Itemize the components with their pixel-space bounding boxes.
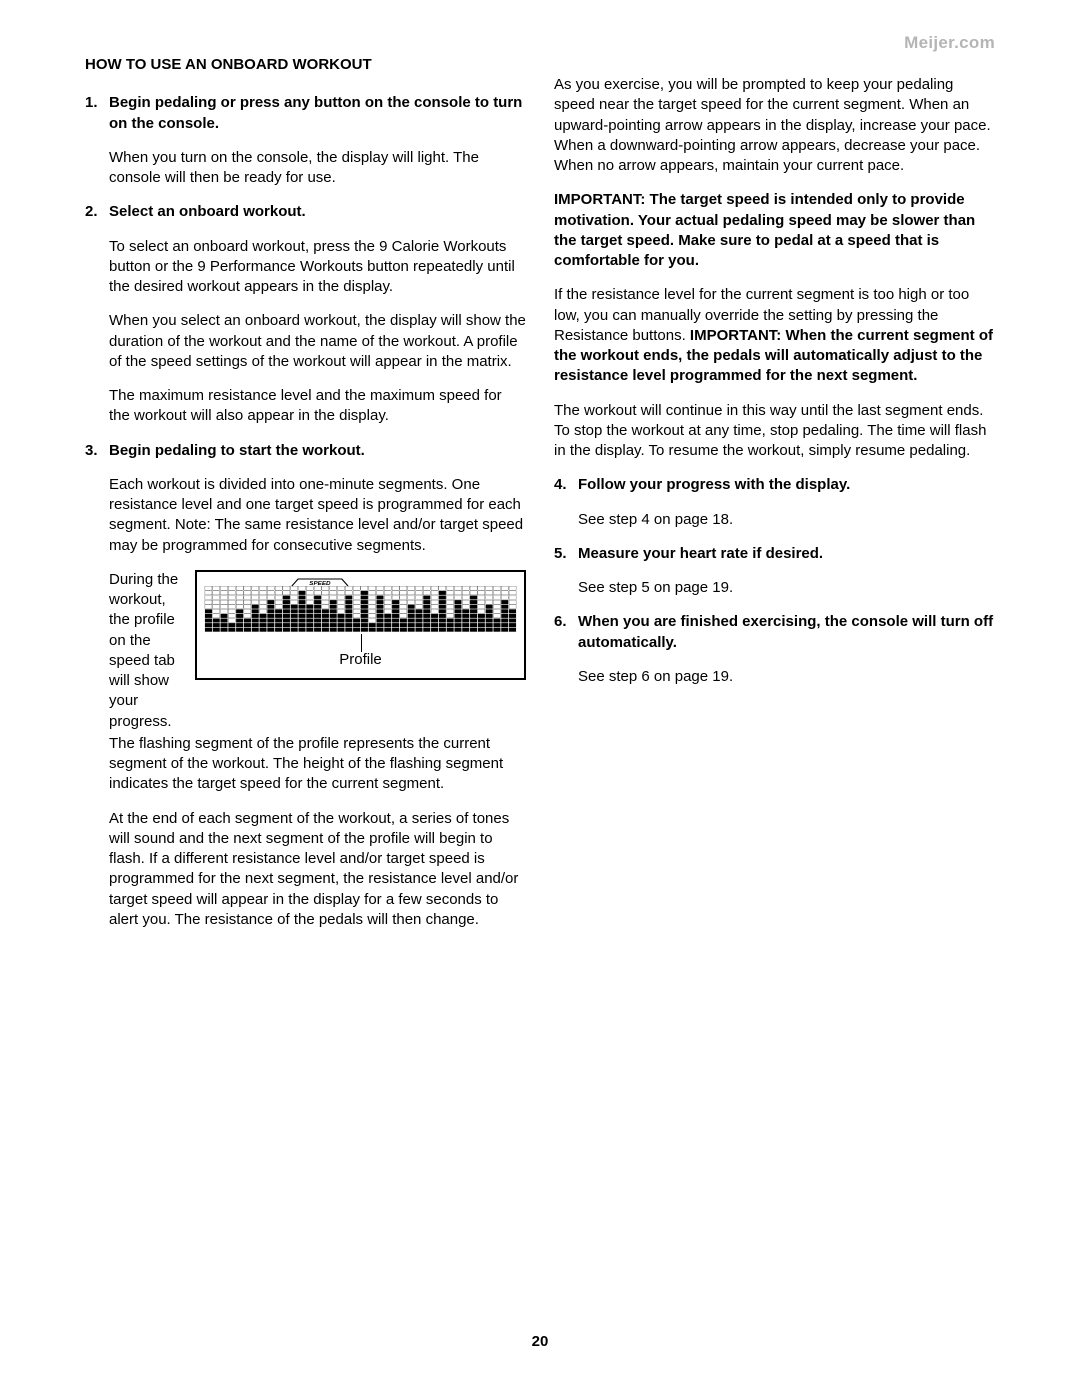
step-6: 6. When you are finished exercising, the… xyxy=(554,612,995,687)
section-heading: HOW TO USE AN ONBOARD WORKOUT xyxy=(85,55,526,75)
body-text: The maximum resistance level and the max… xyxy=(109,386,526,427)
step-number: 6. xyxy=(554,612,578,687)
step-title: When you are finished exercising, the co… xyxy=(578,612,995,653)
body-text: The flashing segment of the profile repr… xyxy=(109,734,526,795)
profile-caption: Profile xyxy=(197,650,524,670)
steps-list-right: 4. Follow your progress with the display… xyxy=(554,475,995,687)
right-column: As you exercise, you will be prompted to… xyxy=(554,55,995,944)
page-number: 20 xyxy=(0,1332,1080,1352)
body-text: When you turn on the console, the displa… xyxy=(109,148,526,189)
step-title: Begin pedaling or press any button on th… xyxy=(109,93,526,134)
left-column: HOW TO USE AN ONBOARD WORKOUT 1. Begin p… xyxy=(85,55,526,944)
profile-figure-row: During the workout, the profile on the s… xyxy=(109,570,526,732)
step-number: 1. xyxy=(85,93,109,188)
two-column-layout: HOW TO USE AN ONBOARD WORKOUT 1. Begin p… xyxy=(85,55,995,944)
step-number: 4. xyxy=(554,475,578,530)
profile-side-text: During the workout, the profile on the s… xyxy=(109,570,181,732)
step-number: 3. xyxy=(85,441,109,931)
body-text: At the end of each segment of the workou… xyxy=(109,809,526,931)
body-text: If the resistance level for the current … xyxy=(554,285,995,386)
steps-list-left: 1. Begin pedaling or press any button on… xyxy=(85,93,526,930)
step-2: 2. Select an onboard workout. To select … xyxy=(85,202,526,426)
step-4: 4. Follow your progress with the display… xyxy=(554,475,995,530)
step-3: 3. Begin pedaling to start the workout. … xyxy=(85,441,526,931)
body-text: See step 5 on page 19. xyxy=(578,578,995,598)
step-1: 1. Begin pedaling or press any button on… xyxy=(85,93,526,188)
body-text: As you exercise, you will be prompted to… xyxy=(554,75,995,176)
step-title: Begin pedaling to start the workout. xyxy=(109,441,526,461)
important-note: IMPORTANT: The target speed is intended … xyxy=(554,190,995,271)
step-5: 5. Measure your heart rate if desired. S… xyxy=(554,544,995,599)
step-number: 2. xyxy=(85,202,109,426)
body-text: To select an onboard workout, press the … xyxy=(109,237,526,298)
step-title: Follow your progress with the display. xyxy=(578,475,995,495)
brand-watermark: Meijer.com xyxy=(904,32,995,55)
profile-matrix-chart: SPEED Profile xyxy=(195,570,526,680)
step-title: Select an onboard workout. xyxy=(109,202,526,222)
step-title: Measure your heart rate if desired. xyxy=(578,544,995,564)
page-container: Meijer.com HOW TO USE AN ONBOARD WORKOUT… xyxy=(0,0,1080,1397)
body-text: When you select an onboard workout, the … xyxy=(109,311,526,372)
svg-text:SPEED: SPEED xyxy=(309,581,330,586)
body-text: See step 4 on page 18. xyxy=(578,510,995,530)
body-text: Each workout is divided into one-minute … xyxy=(109,475,526,556)
step-number: 5. xyxy=(554,544,578,599)
body-text: The workout will continue in this way un… xyxy=(554,401,995,462)
body-text: See step 6 on page 19. xyxy=(578,667,995,687)
